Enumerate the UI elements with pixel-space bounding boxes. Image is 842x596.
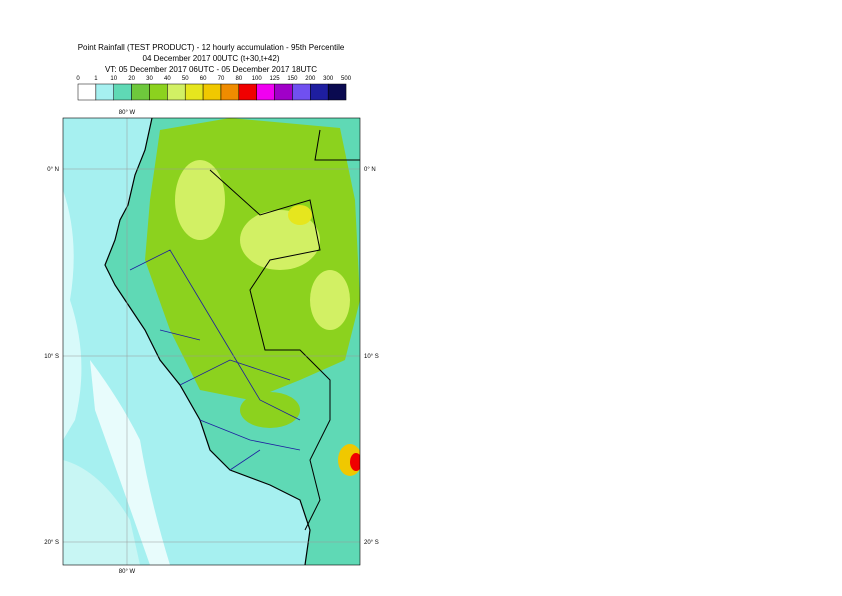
map (63, 118, 360, 565)
legend-label: 200 (305, 76, 316, 82)
legend-swatch (131, 83, 150, 101)
legend-label: 60 (200, 76, 207, 82)
lat-label: 20° S (364, 540, 379, 546)
legend: 0 1 10 20 30 40 50 60 70 80 100 125 150 200 300 500 (76, 76, 352, 101)
legend-label: 125 (270, 76, 281, 82)
legend-swatch (184, 83, 204, 101)
legend-swatch (149, 83, 168, 101)
lat-label: 10° S (364, 354, 379, 360)
title: Point Rainfall (TEST PRODUCT) - 12 hourl… (78, 43, 345, 52)
legend-swatch (220, 83, 240, 101)
legend-swatch (202, 83, 222, 101)
legend-label: 0 (76, 76, 80, 82)
legend-swatch (77, 83, 97, 101)
legend-label: 50 (182, 76, 189, 82)
legend-label: 80 (235, 76, 242, 82)
lon-label: 80° W (119, 110, 136, 116)
lat-label: 20° S (44, 540, 59, 546)
legend-swatch (274, 83, 293, 101)
lat-label: 0° N (47, 167, 59, 173)
lat-label: 0° N (364, 167, 376, 173)
legend-label: 150 (287, 76, 298, 82)
legend-label: 40 (164, 76, 171, 82)
legend-swatch (310, 83, 329, 101)
lon-label: 80° W (119, 569, 136, 575)
legend-label: 300 (323, 76, 334, 82)
map-frame (62, 117, 361, 566)
valid-time: VT: 05 December 2017 06UTC - 05 December… (105, 65, 317, 74)
legend-label: 30 (146, 76, 153, 82)
legend-label: 70 (218, 76, 225, 82)
legend-swatch (292, 83, 311, 101)
lat-label: 10° S (44, 354, 59, 360)
legend-swatch (256, 83, 275, 101)
subtitle: 04 December 2017 00UTC (t+30,t+42) (143, 54, 280, 63)
legend-label: 100 (252, 76, 263, 82)
legend-label: 10 (110, 76, 117, 82)
legend-swatch (113, 83, 132, 101)
legend-label: 1 (94, 76, 98, 82)
legend-label: 500 (341, 76, 352, 82)
legend-swatch (95, 83, 114, 101)
legend-swatch (167, 83, 186, 101)
legend-label: 20 (128, 76, 135, 82)
legend-swatch (238, 83, 257, 101)
legend-swatch (327, 83, 347, 101)
